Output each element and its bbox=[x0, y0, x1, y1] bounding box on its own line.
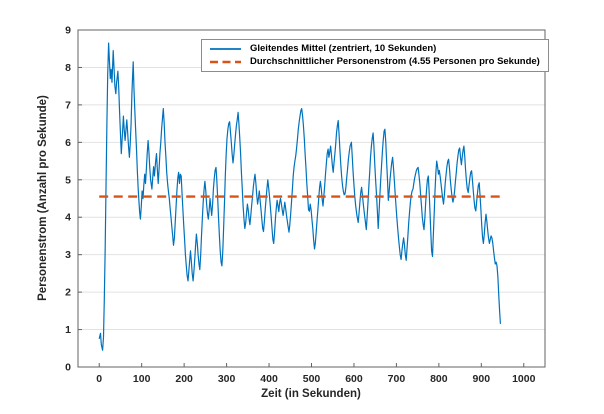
y-tick-label-9: 9 bbox=[65, 25, 71, 37]
legend-sample-dashed-line bbox=[210, 60, 241, 63]
x-tick-label-100: 100 bbox=[133, 373, 151, 385]
y-axis-label: Personenstrom (Anzahl pro Sekunde) bbox=[37, 95, 49, 301]
x-axis-ticks: 0 100 200 300 400 500 600 700 800 900 1000 bbox=[96, 363, 536, 385]
legend-row-mean: Durchschnittlicher Personenstrom (4.55 P… bbox=[209, 55, 540, 68]
x-tick-label-200: 200 bbox=[175, 373, 193, 385]
legend-label-moving-average: Gleitendes Mittel (zentriert, 10 Sekunde… bbox=[250, 43, 437, 54]
x-tick-label-800: 800 bbox=[430, 373, 448, 385]
y-tick-label-8: 8 bbox=[65, 62, 71, 74]
y-tick-label-4: 4 bbox=[65, 212, 71, 224]
plot-box bbox=[77, 29, 546, 368]
legend: Gleitendes Mittel (zentriert, 10 Sekunde… bbox=[201, 39, 549, 72]
x-tick-label-300: 300 bbox=[218, 373, 236, 385]
x-tick-label-400: 400 bbox=[260, 373, 278, 385]
y-tick-label-2: 2 bbox=[65, 287, 71, 299]
x-tick-label-500: 500 bbox=[303, 373, 321, 385]
x-tick-label-0: 0 bbox=[96, 373, 102, 385]
y-axis-ticks: 0 1 2 3 4 5 6 7 8 9 bbox=[65, 25, 82, 374]
y-tick-label-5: 5 bbox=[65, 174, 71, 186]
y-tick-label-1: 1 bbox=[65, 324, 71, 336]
gridlines bbox=[78, 66, 545, 331]
x-tick-label-700: 700 bbox=[388, 373, 406, 385]
x-tick-label-900: 900 bbox=[473, 373, 491, 385]
y-tick-label-0: 0 bbox=[65, 362, 71, 374]
x-axis-label: Zeit (in Sekunden) bbox=[261, 388, 361, 400]
moving-average-line bbox=[98, 42, 501, 351]
data-series bbox=[98, 42, 501, 351]
y-tick-label-3: 3 bbox=[65, 249, 71, 261]
y-tick-label-6: 6 bbox=[65, 137, 71, 149]
legend-row-moving-average: Gleitendes Mittel (zentriert, 10 Sekunde… bbox=[209, 42, 540, 55]
legend-sample-solid-line bbox=[210, 47, 241, 50]
y-tick-label-7: 7 bbox=[65, 99, 71, 111]
x-tick-label-600: 600 bbox=[345, 373, 363, 385]
x-tick-label-1000: 1000 bbox=[512, 373, 536, 385]
legend-label-mean: Durchschnittlicher Personenstrom (4.55 P… bbox=[250, 56, 540, 67]
